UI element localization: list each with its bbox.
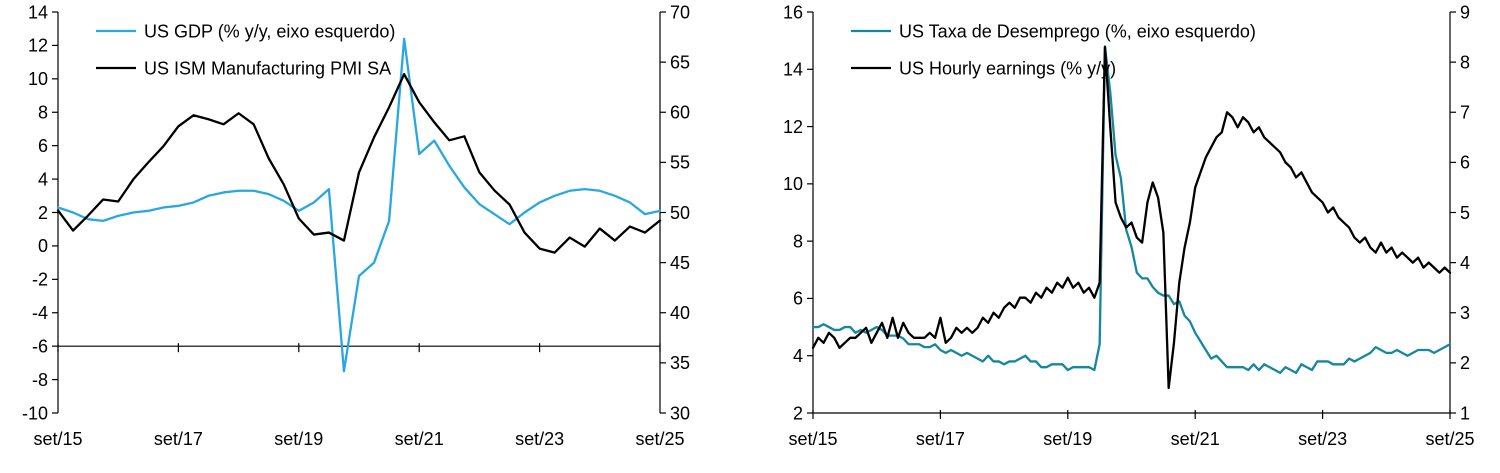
left-axis-label: 2: [38, 203, 48, 223]
left-axis-label: 8: [793, 231, 803, 251]
x-axis-label: set/17: [916, 429, 965, 449]
chart-gdp-ism-svg: 14 12 10 8 6 4 2 0 -2 -4 -6 -8 -10 70 65 60 55 50 45 40 35 30…: [22, 2, 690, 449]
left-axis-label: 6: [793, 289, 803, 309]
right-axis-label: 4: [1460, 253, 1470, 273]
chart-unemployment-earnings: 16 14 12 10 8 6 4 2 9 8 7 6 5 4 3 2 1 set/15 set/17 set/19 s…: [755, 0, 1500, 473]
left-axis-label: 10: [783, 174, 803, 194]
right-axis-label: 8: [1460, 52, 1470, 72]
left-axis-label: 14: [28, 2, 48, 22]
right-axis-label: 35: [670, 353, 690, 373]
ism-line: [56, 73, 662, 254]
left-axis-label: 12: [783, 117, 803, 137]
right-axis-label: 1: [1460, 403, 1470, 423]
legend-label: US Hourly earnings (% y/y): [899, 58, 1116, 78]
right-axis-label: 9: [1460, 2, 1470, 22]
left-axis-label: 4: [793, 346, 803, 366]
legend-label: US GDP (% y/y, eixo esquerdo): [144, 21, 395, 41]
left-axis-label: 4: [38, 169, 48, 189]
legend-item-gdp-line: US GDP (% y/y, eixo esquerdo): [96, 21, 395, 41]
right-axis-label: 70: [670, 2, 690, 22]
left-axis-label: 16: [783, 2, 803, 22]
legend: US Taxa de Desemprego (%, eixo esquerdo)…: [851, 21, 1256, 78]
left-axis-label: 2: [793, 403, 803, 423]
left-axis-label: 14: [783, 60, 803, 80]
left-axis-label: -2: [32, 270, 48, 290]
x-axis-label: set/25: [635, 429, 684, 449]
right-axis-label: 65: [670, 52, 690, 72]
x-axis-label: set/15: [788, 429, 837, 449]
legend-item-ism-line: US ISM Manufacturing PMI SA: [96, 58, 391, 78]
left-axis-label: 0: [38, 236, 48, 256]
x-axis-label: set/19: [1043, 429, 1092, 449]
left-axis-label: -4: [32, 303, 48, 323]
x-axis-label: set/25: [1425, 429, 1474, 449]
x-axis-label: set/15: [33, 429, 82, 449]
x-axis-label: set/19: [274, 429, 323, 449]
right-axis-label: 45: [670, 253, 690, 273]
x-axis-label: set/21: [395, 429, 444, 449]
right-axis-label: 3: [1460, 303, 1470, 323]
chart-unemployment-earnings-svg: 16 14 12 10 8 6 4 2 9 8 7 6 5 4 3 2 1 set/15 set/17 set/19 s…: [783, 2, 1475, 449]
legend-label: US Taxa de Desemprego (%, eixo esquerdo): [899, 21, 1256, 41]
right-axis-label: 50: [670, 203, 690, 223]
left-axis-label: 12: [28, 36, 48, 56]
axes: 16 14 12 10 8 6 4 2 9 8 7 6 5 4 3 2 1 set/15 set/17 set/19 s…: [783, 2, 1475, 449]
axes: 14 12 10 8 6 4 2 0 -2 -4 -6 -8 -10 70 65 60 55 50 45 40 35 30…: [22, 2, 690, 449]
x-axis-label: set/17: [154, 429, 203, 449]
right-axis-label: 6: [1460, 153, 1470, 173]
x-axis-label: set/23: [1298, 429, 1347, 449]
legend-label: US ISM Manufacturing PMI SA: [144, 58, 391, 78]
right-axis-label: 30: [670, 403, 690, 423]
left-axis-label: -6: [32, 336, 48, 356]
right-axis-label: 55: [670, 153, 690, 173]
x-axis-label: set/21: [1171, 429, 1220, 449]
legend-item-hourly-earnings-line: US Hourly earnings (% y/y): [851, 58, 1116, 78]
right-axis-label: 7: [1460, 103, 1470, 123]
left-axis-label: -10: [22, 403, 48, 423]
right-axis-label: 5: [1460, 203, 1470, 223]
legend-item-unemployment-line: US Taxa de Desemprego (%, eixo esquerdo): [851, 21, 1256, 41]
legend: US GDP (% y/y, eixo esquerdo) US ISM Manu…: [96, 21, 395, 78]
unemployment-line: [811, 45, 1452, 375]
right-axis-label: 2: [1460, 353, 1470, 373]
left-axis-label: -8: [32, 370, 48, 390]
x-axis-label: set/23: [515, 429, 564, 449]
left-axis-label: 8: [38, 103, 48, 123]
hourly-earnings-line: [811, 45, 1452, 390]
right-axis-label: 60: [670, 103, 690, 123]
right-axis-label: 40: [670, 303, 690, 323]
chart-gdp-ism: 14 12 10 8 6 4 2 0 -2 -4 -6 -8 -10 70 65 60 55 50 45 40 35 30…: [0, 0, 710, 473]
gdp-line: [56, 37, 662, 373]
left-axis-label: 6: [38, 136, 48, 156]
left-axis-label: 10: [28, 69, 48, 89]
